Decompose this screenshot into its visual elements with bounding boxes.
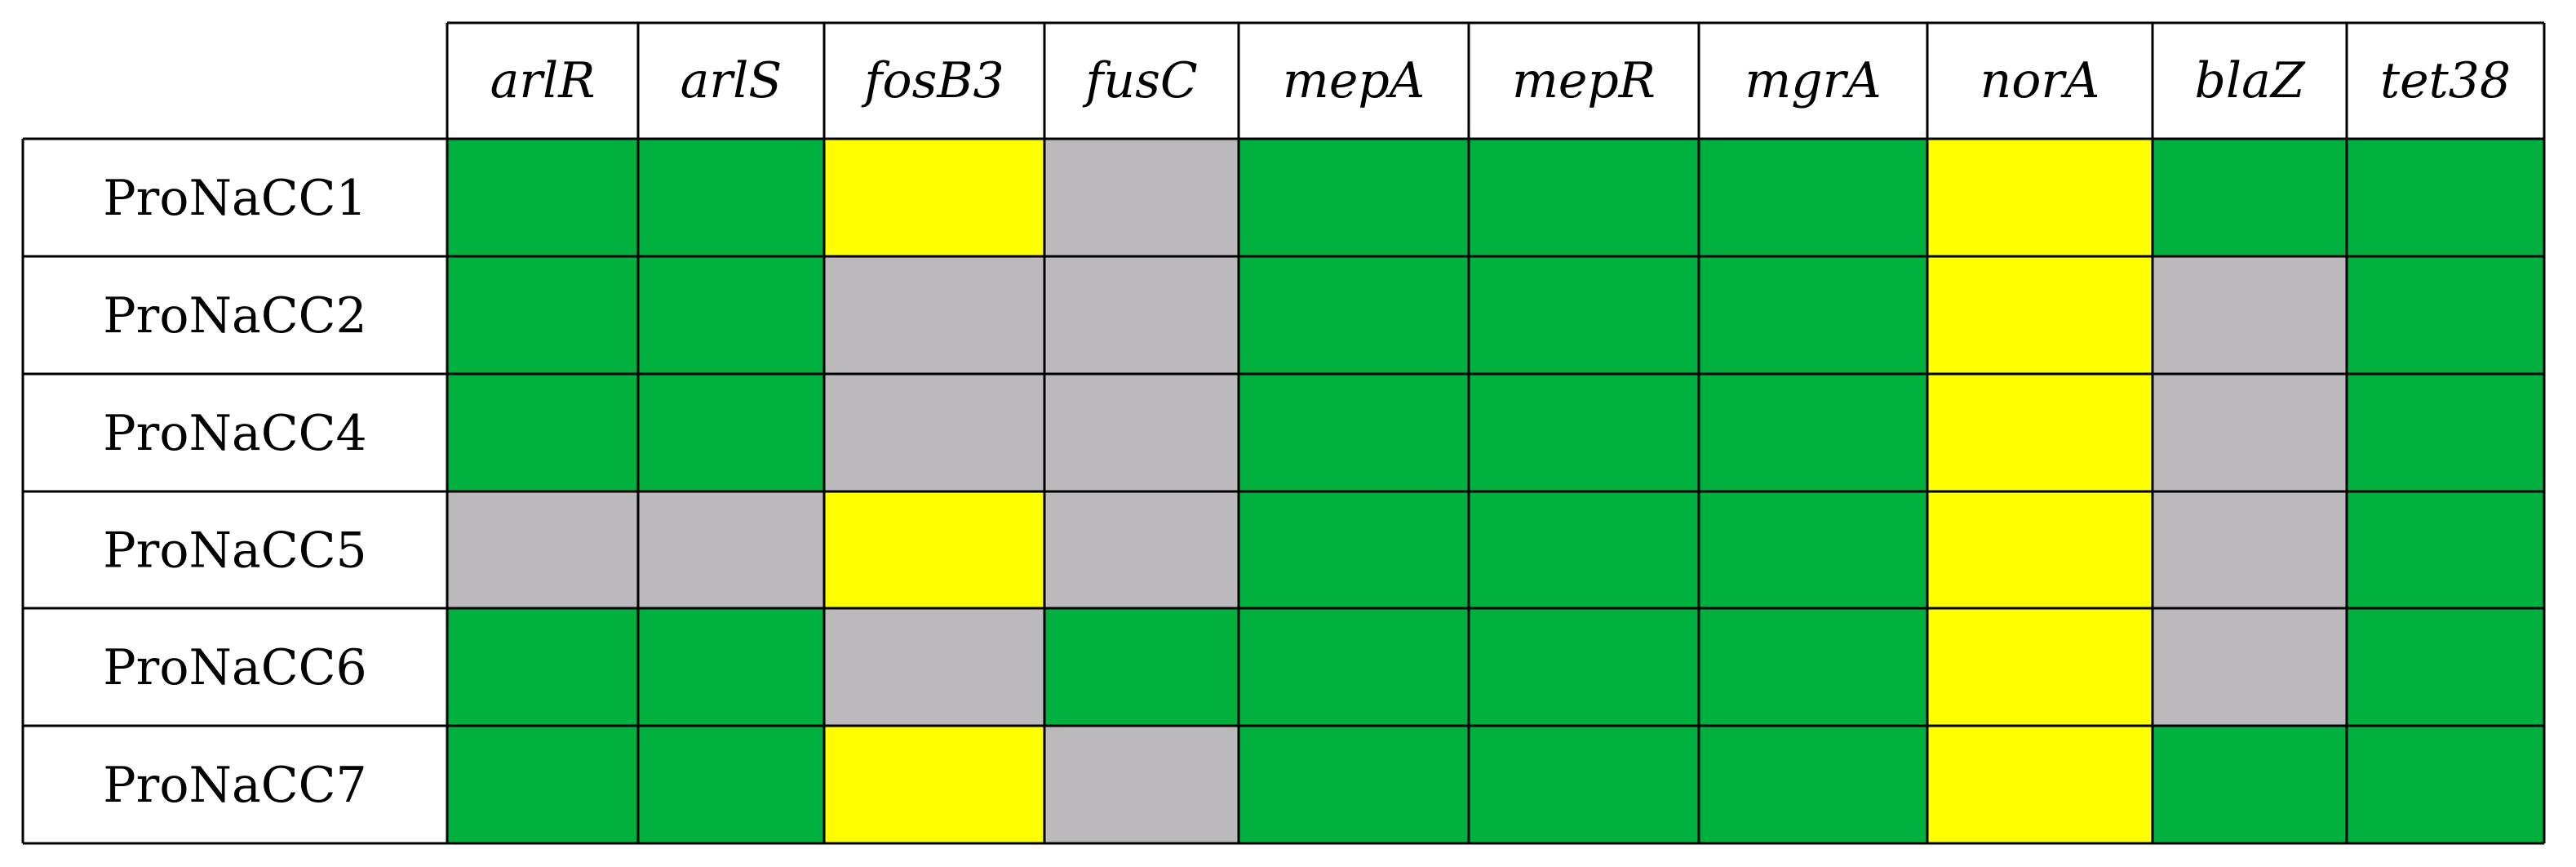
cell-pronacc1-tet38 — [2347, 139, 2544, 256]
heatmap-cells — [447, 139, 2544, 843]
cell-pronacc2-mepa — [1239, 256, 1469, 374]
cell-pronacc6-fosb3 — [824, 608, 1044, 726]
cell-pronacc6-blaz — [2153, 608, 2347, 726]
cell-pronacc1-fusc — [1044, 139, 1239, 256]
column-label-tet38: tet38 — [2380, 52, 2511, 109]
cell-pronacc5-fosb3 — [824, 491, 1044, 608]
cell-pronacc7-mepa — [1239, 726, 1469, 843]
cell-pronacc6-tet38 — [2347, 608, 2544, 726]
cell-pronacc2-mgra — [1699, 256, 1927, 374]
cell-pronacc5-mepr — [1469, 491, 1699, 608]
cell-pronacc2-tet38 — [2347, 256, 2544, 374]
column-label-fusc: fusC — [1082, 52, 1198, 109]
cell-pronacc1-arlr — [447, 139, 638, 256]
column-label-mepa: mepA — [1283, 52, 1425, 109]
cell-pronacc1-blaz — [2153, 139, 2347, 256]
column-label-mgra: mgrA — [1745, 52, 1881, 109]
grid-lines — [21, 21, 2546, 845]
cell-pronacc1-mepr — [1469, 139, 1699, 256]
cell-pronacc1-fosb3 — [824, 139, 1044, 256]
cell-pronacc4-blaz — [2153, 374, 2347, 491]
cell-pronacc5-fusc — [1044, 491, 1239, 608]
cell-pronacc5-mepa — [1239, 491, 1469, 608]
cell-pronacc7-fusc — [1044, 726, 1239, 843]
cell-pronacc2-fosb3 — [824, 256, 1044, 374]
cell-pronacc4-mgra — [1699, 374, 1927, 491]
cell-pronacc7-arls — [638, 726, 824, 843]
cell-pronacc6-arls — [638, 608, 824, 726]
cell-pronacc1-nora — [1927, 139, 2153, 256]
row-label-pronacc7: ProNaCC7 — [103, 757, 366, 814]
row-label-pronacc6: ProNaCC6 — [103, 639, 366, 696]
cell-pronacc5-blaz — [2153, 491, 2347, 608]
cell-pronacc1-mgra — [1699, 139, 1927, 256]
cell-pronacc5-tet38 — [2347, 491, 2544, 608]
cell-pronacc5-mgra — [1699, 491, 1927, 608]
cell-pronacc5-nora — [1927, 491, 2153, 608]
cell-pronacc7-nora — [1927, 726, 2153, 843]
cell-pronacc6-fusc — [1044, 608, 1239, 726]
cell-pronacc1-arls — [638, 139, 824, 256]
cell-pronacc1-mepa — [1239, 139, 1469, 256]
cell-pronacc4-mepa — [1239, 374, 1469, 491]
cell-pronacc4-arls — [638, 374, 824, 491]
cell-pronacc7-blaz — [2153, 726, 2347, 843]
cell-pronacc4-arlr — [447, 374, 638, 491]
cell-pronacc6-nora — [1927, 608, 2153, 726]
column-label-mepr: mepR — [1512, 52, 1656, 109]
cell-pronacc2-fusc — [1044, 256, 1239, 374]
row-label-pronacc1: ProNaCC1 — [103, 170, 366, 227]
cell-pronacc5-arlr — [447, 491, 638, 608]
cell-pronacc2-mepr — [1469, 256, 1699, 374]
cell-pronacc2-arlr — [447, 256, 638, 374]
column-label-arls: arlS — [681, 52, 783, 109]
cell-pronacc2-arls — [638, 256, 824, 374]
cell-pronacc4-nora — [1927, 374, 2153, 491]
cell-pronacc4-tet38 — [2347, 374, 2544, 491]
column-label-fosb3: fosB3 — [861, 52, 1004, 109]
cell-pronacc7-mepr — [1469, 726, 1699, 843]
axis-labels: arlR arlS fosB3 fusC mepA mepR mgrA norA blaZ tet… — [103, 52, 2511, 814]
cell-pronacc5-arls — [638, 491, 824, 608]
cell-pronacc7-arlr — [447, 726, 638, 843]
column-label-arlr: arlR — [490, 52, 596, 109]
cell-pronacc6-mepa — [1239, 608, 1469, 726]
cell-pronacc4-fosb3 — [824, 374, 1044, 491]
cell-pronacc7-mgra — [1699, 726, 1927, 843]
row-label-pronacc2: ProNaCC2 — [103, 287, 366, 345]
cell-pronacc7-fosb3 — [824, 726, 1044, 843]
cell-pronacc7-tet38 — [2347, 726, 2544, 843]
column-label-blaz: blaZ — [2194, 52, 2305, 109]
cell-pronacc4-fusc — [1044, 374, 1239, 491]
cell-pronacc4-mepr — [1469, 374, 1699, 491]
cell-pronacc6-mepr — [1469, 608, 1699, 726]
cell-pronacc2-blaz — [2153, 256, 2347, 374]
row-label-pronacc4: ProNaCC4 — [103, 405, 366, 462]
cell-pronacc6-mgra — [1699, 608, 1927, 726]
row-label-pronacc5: ProNaCC5 — [103, 522, 366, 580]
cell-pronacc6-arlr — [447, 608, 638, 726]
cell-pronacc2-nora — [1927, 256, 2153, 374]
column-label-nora: norA — [1980, 52, 2100, 109]
